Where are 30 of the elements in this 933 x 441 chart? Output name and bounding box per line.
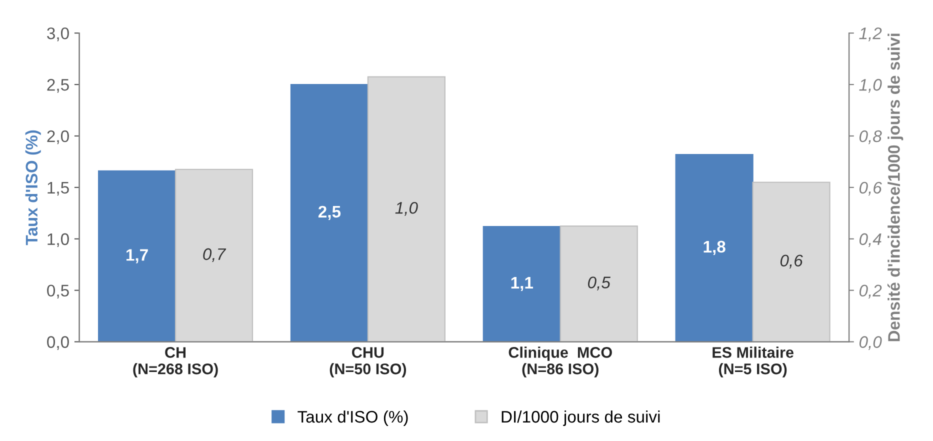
legend-label: Taux d'ISO (%) [298,410,408,426]
y2-tick-label: 0,2 [859,284,882,298]
y2-tick-label: 0,6 [859,182,882,196]
data-label: 0,7 [203,248,226,262]
data-label: 0,6 [780,254,803,268]
x-tick-label: Clinique MCO (N=86 ISO) [508,346,612,378]
x-tick-label: CHU (N=50 ISO) [330,347,406,378]
y-axis-title: Taux d'ISO (%) [25,130,41,246]
data-label: 0,5 [588,276,610,290]
y-tick-label: 2,0 [47,130,69,144]
y2-tick-label: 0,4 [859,233,882,248]
y2-tick-label: 0,8 [859,130,882,144]
data-label: 1,1 [511,276,534,292]
y2-tick-label: 1,0 [859,78,882,93]
y2-axis-title: Densité d'incidence/1000 jours de suivi [887,34,904,342]
y-tick-label: 3,0 [47,27,69,42]
data-label: 1,7 [126,249,148,264]
y-tick-label: 1,5 [48,182,69,196]
y-tick-label: 0,0 [47,336,69,350]
data-label: 1,0 [395,202,418,216]
data-label: 1,8 [704,240,726,256]
y2-tick-label: 0,0 [859,336,882,350]
y-tick-label: 1,0 [48,233,69,248]
y-tick-label: 0,5 [47,284,69,298]
x-tick-label: CH (N=268 ISO) [133,347,218,378]
data-label: 2,5 [318,206,341,220]
y-tick-label: 2,5 [47,78,69,93]
legend-label: DI/1000 jours de suivi [502,410,660,426]
y2-tick-label: 1,2 [859,27,882,42]
x-tick-label: ES Militaire (N=5 ISO) [712,346,794,378]
